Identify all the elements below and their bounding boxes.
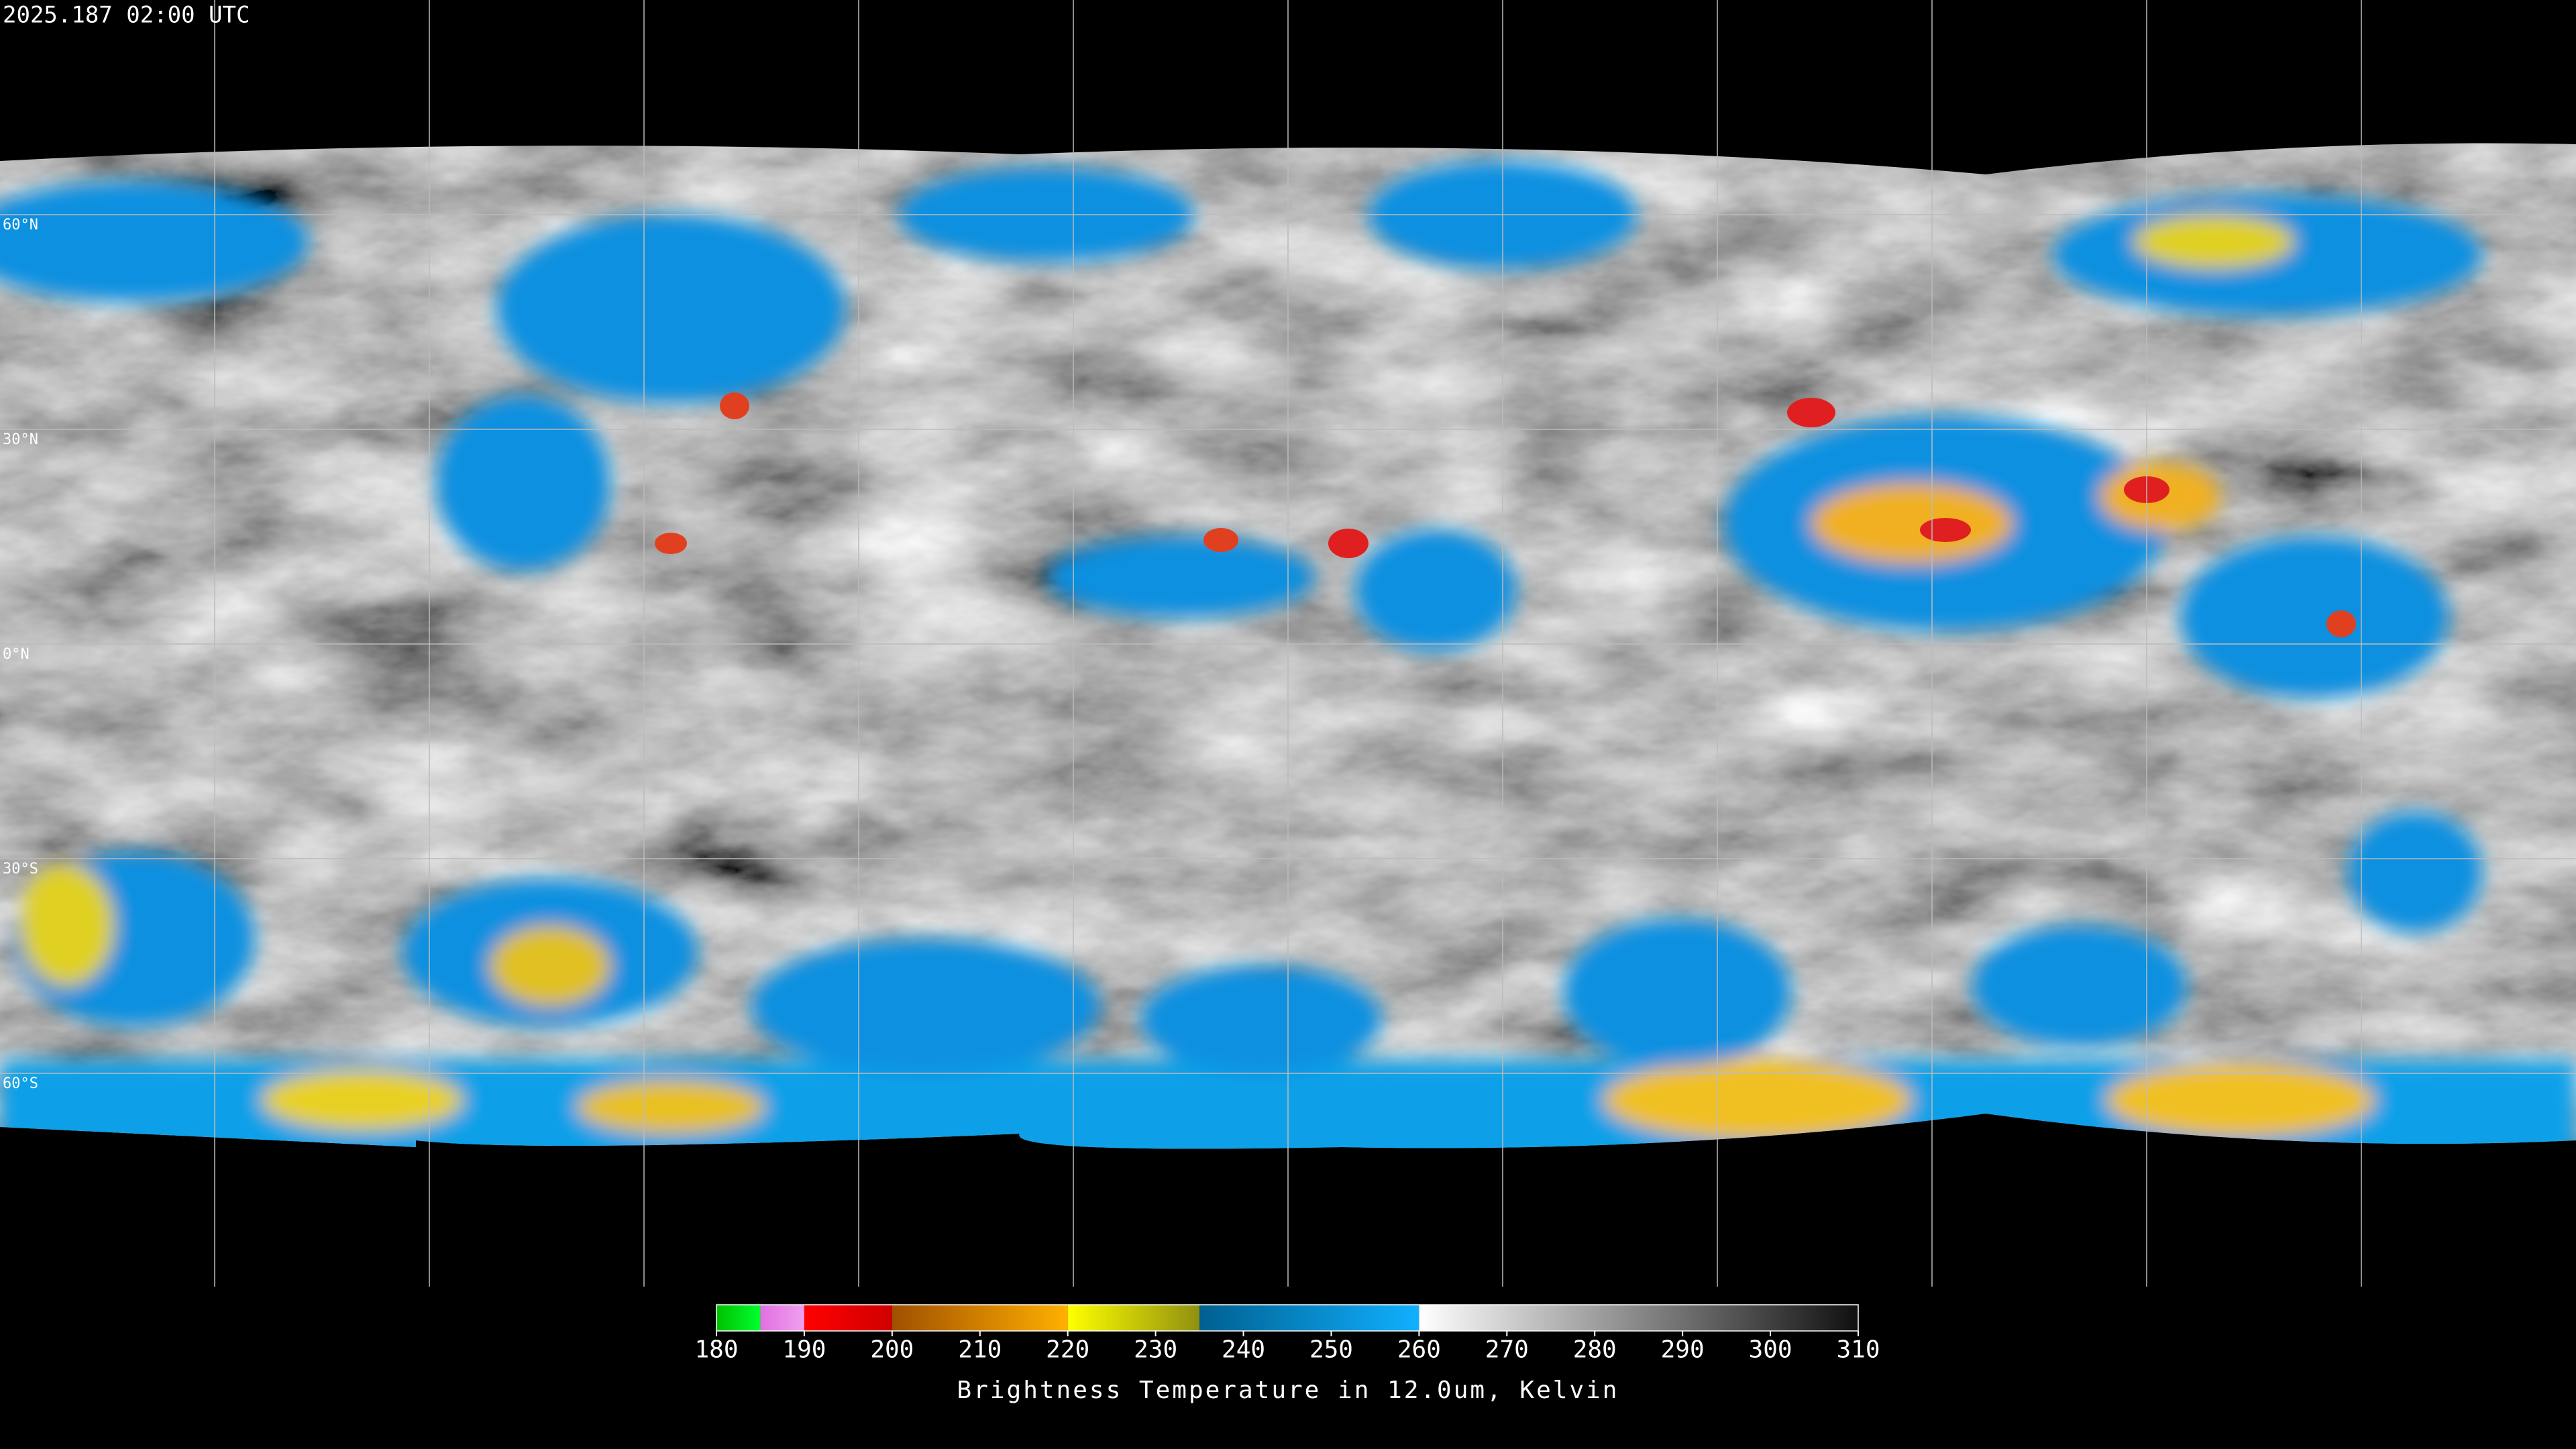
- colorbar: 180 190 200 210 220 230 240 250 260 270 280 290 300 3…: [694, 1304, 1880, 1364]
- colorbar-tick-label: 270: [1485, 1336, 1529, 1364]
- graticule: 60°N 30°N 0°N 30°S 60°S: [0, 0, 2576, 1288]
- colorbar-tick-label: 220: [1046, 1336, 1089, 1364]
- latitude-label: 60°N: [3, 217, 38, 233]
- colorbar-title: Brightness Temperature in 12.0um, Kelvin: [957, 1377, 1619, 1404]
- storm: [2326, 610, 2356, 637]
- colorbar-tick-label: 260: [1397, 1336, 1441, 1364]
- cloud: [2348, 812, 2482, 932]
- colorbar-tick-label: 240: [1222, 1336, 1265, 1364]
- cloud: [262, 1070, 463, 1130]
- colorbar-tick-label: 290: [1661, 1336, 1705, 1364]
- cloud: [20, 865, 114, 986]
- cloud: [1355, 530, 1516, 651]
- deep-convection: [655, 392, 2356, 637]
- cloud: [436, 396, 610, 570]
- cloud: [1603, 1060, 1912, 1140]
- latitude-label: 30°S: [3, 861, 38, 877]
- colorbar-segment: [892, 1305, 1068, 1331]
- cloud: [1563, 919, 1791, 1067]
- colorbar-tick-label: 300: [1749, 1336, 1792, 1364]
- colorbar-segment: [1419, 1305, 1858, 1331]
- cloud: [1140, 966, 1382, 1073]
- latitude-label: 60°S: [3, 1075, 38, 1092]
- storm: [1328, 529, 1368, 558]
- cloud: [490, 926, 610, 1006]
- storm: [655, 533, 687, 554]
- storm: [720, 392, 749, 419]
- colorbar-tick-label: 200: [870, 1336, 914, 1364]
- cloud: [1972, 926, 2187, 1046]
- cloud: [577, 1080, 765, 1134]
- colorbar-segment: [716, 1305, 761, 1331]
- cloud: [1046, 537, 1315, 617]
- storm: [1787, 398, 1835, 427]
- latitude-label: 30°N: [3, 431, 38, 448]
- colorbar-tick-label: 230: [1134, 1336, 1177, 1364]
- colorbar-tick-label: 180: [694, 1336, 738, 1364]
- colorbar-tick-label: 210: [958, 1336, 1002, 1364]
- colorbar-tick-label: 250: [1309, 1336, 1353, 1364]
- colorbar-segment: [760, 1305, 804, 1331]
- colorbar-segment: [1067, 1305, 1200, 1331]
- colorbar-segment: [1199, 1305, 1419, 1331]
- cloud: [496, 215, 845, 402]
- colorbar-frame: [716, 1304, 1859, 1332]
- colorbar-tick-label: 310: [1836, 1336, 1880, 1364]
- timestamp: 2025.187 02:00 UTC: [3, 2, 250, 29]
- cloud: [751, 939, 1100, 1073]
- storm: [1920, 518, 1971, 542]
- colorbar-tick-label: 190: [782, 1336, 826, 1364]
- storm: [1203, 528, 1238, 552]
- cloud: [1811, 483, 2012, 564]
- colorbar-segment: [804, 1305, 892, 1331]
- cloud: [2133, 215, 2294, 268]
- colorbar-tick-label: 280: [1573, 1336, 1617, 1364]
- latitude-label: 0°N: [3, 646, 30, 663]
- cloud: [2106, 1063, 2375, 1137]
- cloud: [0, 181, 309, 302]
- cloud: [2180, 537, 2449, 698]
